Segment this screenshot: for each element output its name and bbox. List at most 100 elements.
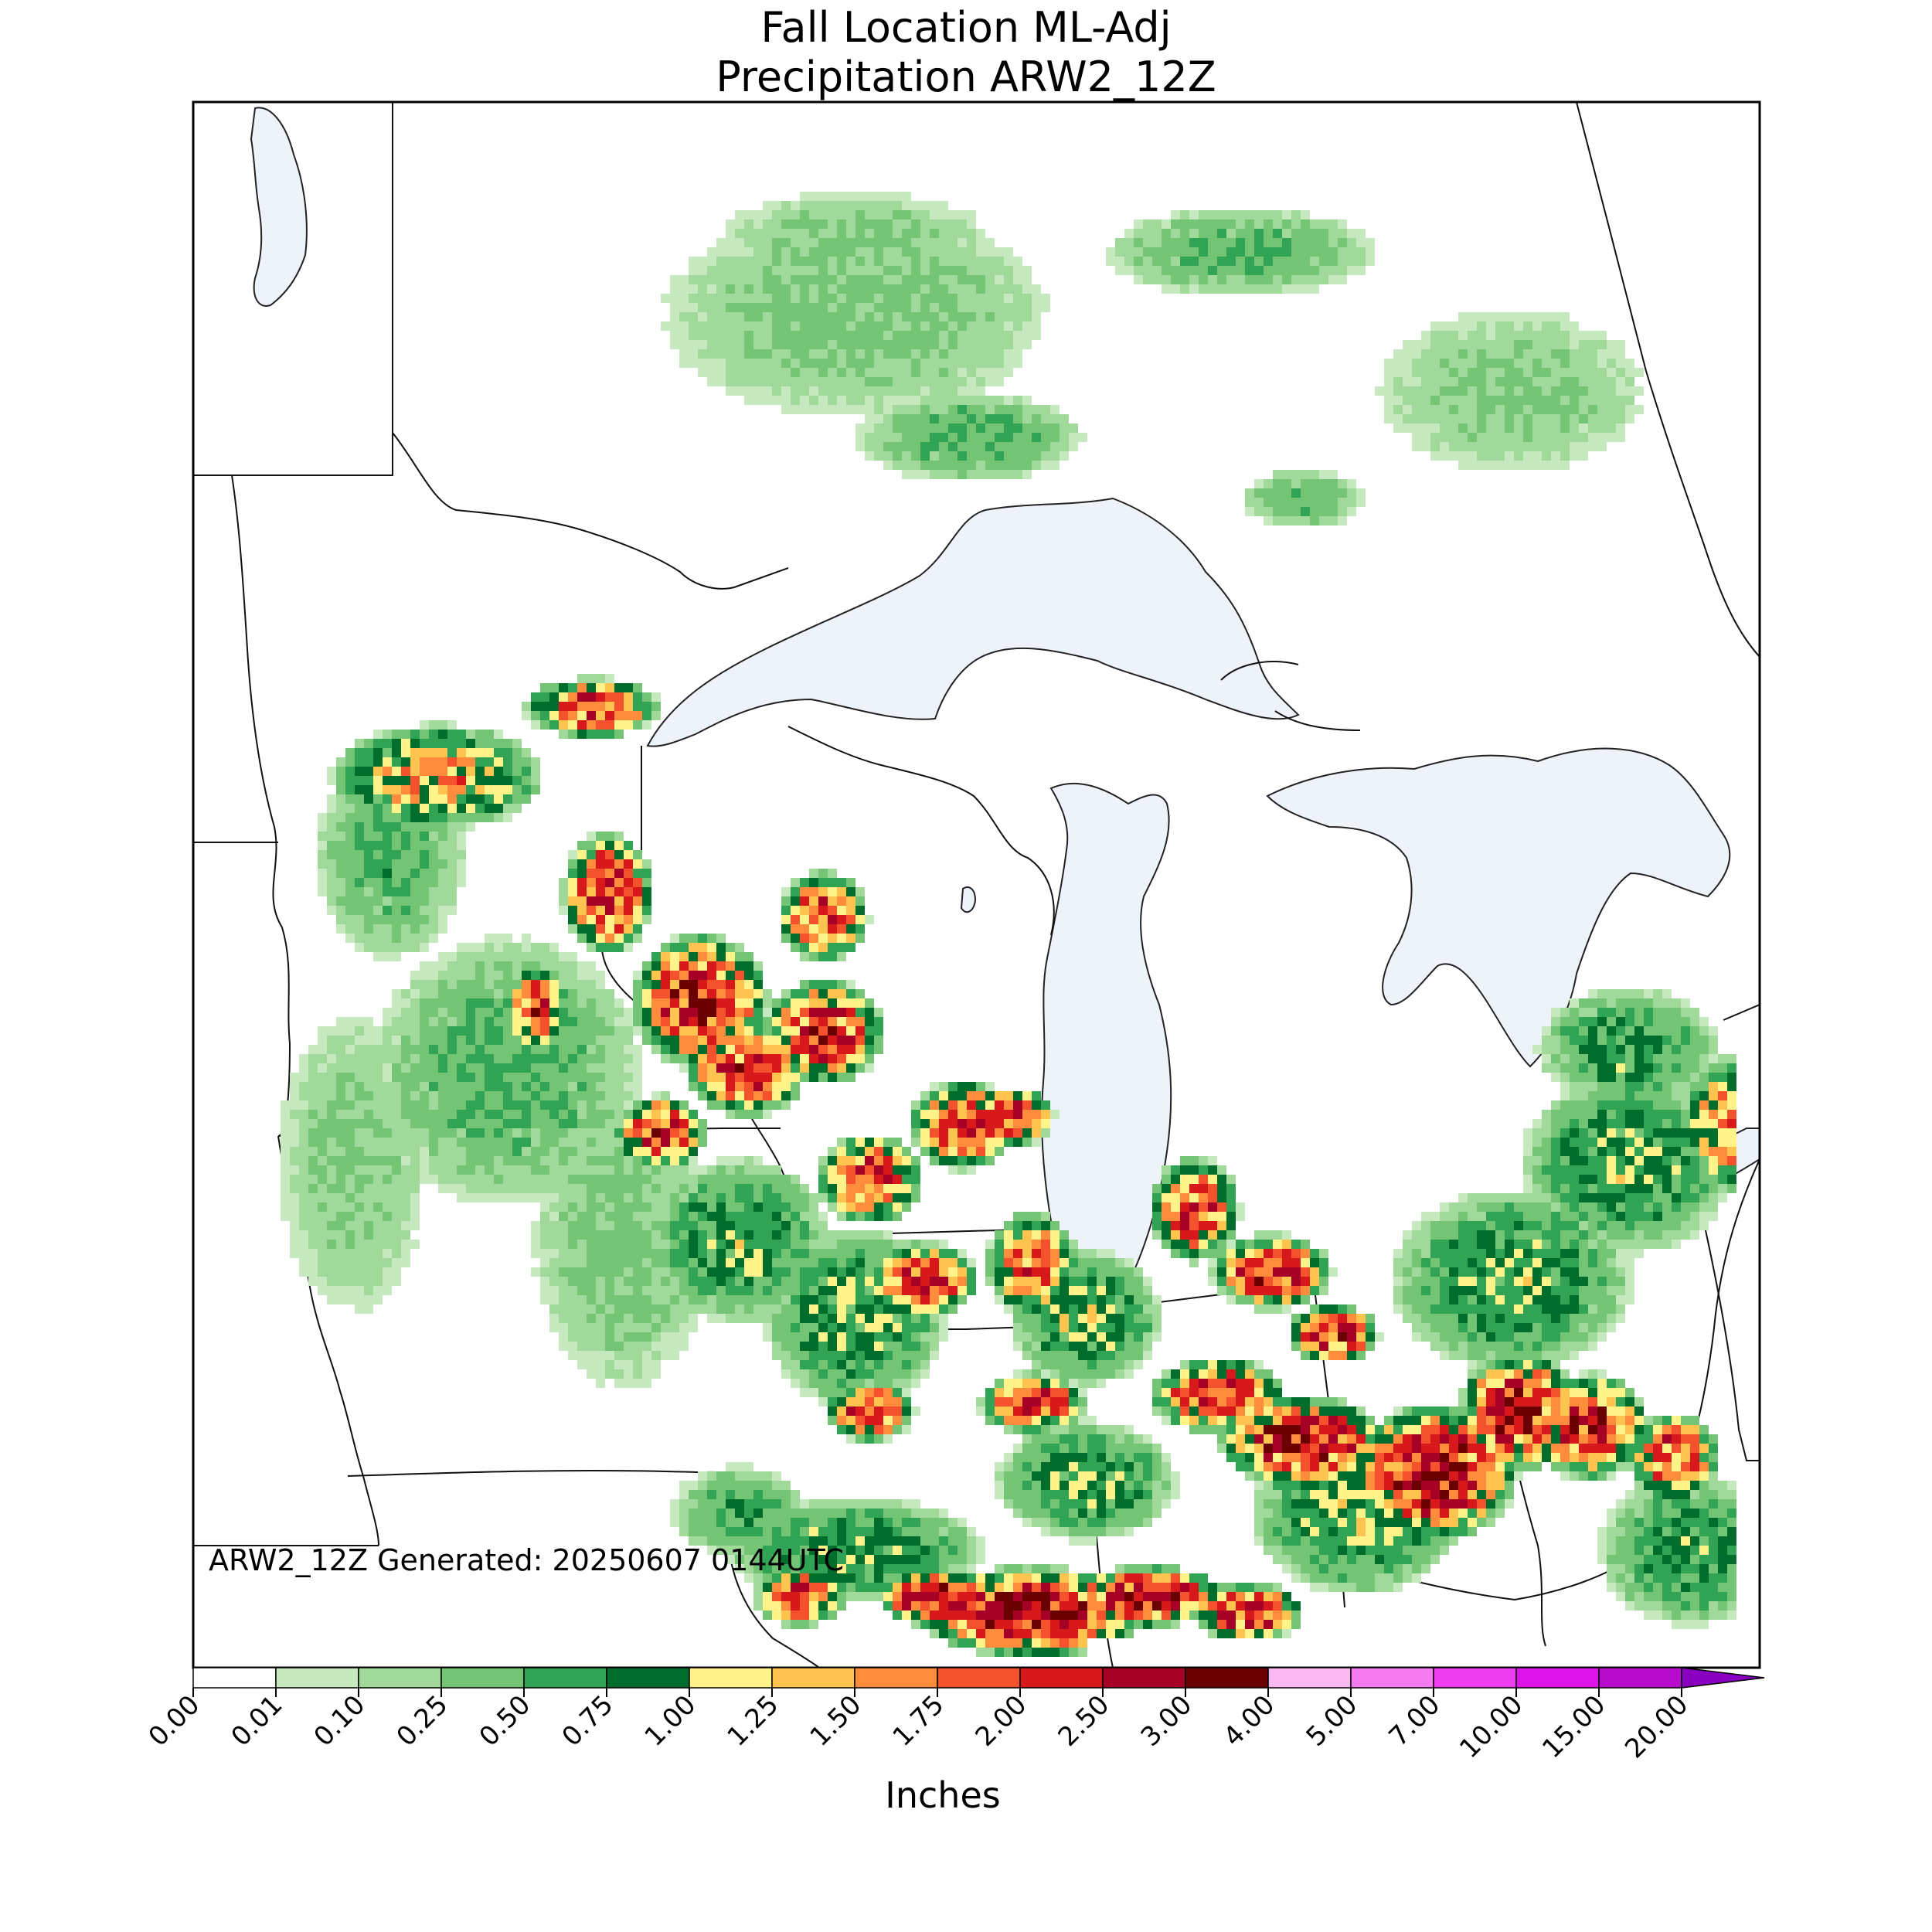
precip-cell [1282,284,1291,294]
precip-cell [577,934,587,943]
precip-cell [1458,396,1468,405]
precip-cell [846,275,855,284]
precip-cell [568,1212,577,1221]
precip-cell [420,1100,429,1110]
precip-cell [605,1063,614,1073]
precip-cell [401,1249,410,1258]
precip-cell [1440,405,1449,414]
precip-cell [930,470,939,479]
precip-cell [1032,294,1041,303]
precip-cell [410,1156,420,1165]
precip-cell [865,386,874,396]
precip-cell [1430,1230,1440,1240]
precip-cell [392,924,401,934]
precip-cell [948,396,957,405]
precip-cell [327,859,336,869]
precip-cell [373,739,383,748]
precip-cell [800,396,809,405]
precip-cell [865,238,874,247]
precip-cell [1468,321,1477,331]
precip-cell [1004,405,1013,414]
precip-cell [1069,1249,1078,1258]
precip-cell [1449,377,1458,386]
precip-cell [726,1082,735,1091]
precip-cell [818,934,828,943]
precip-cell [1495,312,1505,321]
precip-cell [735,386,744,396]
precip-cell [689,971,698,980]
precip-cell [1180,257,1189,266]
precip-cell [902,377,911,386]
precip-cell [883,284,893,294]
precip-cell [624,683,633,692]
precip-cell [1616,1017,1625,1026]
precip-cell [948,1138,957,1147]
precip-cell [596,906,605,915]
precip-cell [447,804,457,813]
precip-cell [707,1100,716,1110]
precip-cell [1681,1100,1690,1110]
precip-cell [429,915,438,924]
precip-cell [957,1100,967,1110]
precip-cell [1421,386,1430,396]
precip-cell [494,971,503,980]
precip-cell [596,730,605,739]
precip-cell [902,201,911,210]
precip-cell [846,1017,855,1026]
precip-cell [596,915,605,924]
precip-cell [837,247,846,257]
precip-cell [1505,1193,1514,1202]
precip-cell [345,1110,355,1119]
precip-cell [1607,998,1616,1008]
precip-cell [670,952,679,961]
precip-cell [976,386,985,396]
precip-cell [1468,368,1477,377]
precip-cell [410,804,420,813]
precip-cell [1013,405,1022,414]
precip-cell [1560,1119,1570,1128]
precip-cell [828,294,837,303]
precip-cell [1709,1175,1718,1184]
precip-cell [1013,442,1022,451]
precip-cell [345,1100,355,1110]
precip-cell [957,349,967,359]
precip-cell [818,998,828,1008]
precip-cell [1412,340,1421,349]
precip-cell [1152,247,1162,257]
precip-cell [1607,1147,1616,1156]
precip-cell [392,730,401,739]
precip-cell [1032,414,1041,423]
precip-cell [865,340,874,349]
precip-cell [837,386,846,396]
precip-cell [957,414,967,423]
precip-cell [865,1240,874,1249]
precip-cell [1264,284,1273,294]
precip-cell [837,1184,846,1193]
precip-cell [865,1138,874,1147]
precip-cell [447,1156,457,1165]
precip-cell [614,1100,624,1110]
precip-cell [1236,257,1245,266]
precip-cell [911,219,920,229]
precip-cell [1551,1073,1560,1082]
precip-cell [1597,1156,1607,1165]
precip-cell [1468,349,1477,359]
precip-cell [995,377,1004,386]
precip-cell [485,1193,494,1202]
precip-cell [1644,1036,1653,1045]
precip-cell [290,1156,299,1165]
precip-cell [438,776,447,785]
precip-cell [624,906,633,915]
precip-cell [753,349,763,359]
precip-cell [392,989,401,998]
precip-cell [577,850,587,859]
precip-cell [420,943,429,952]
precip-cell [1013,1138,1022,1147]
precip-cell [818,201,828,210]
precip-cell [494,1165,503,1175]
precip-cell [967,331,976,340]
precip-cell [1542,1165,1551,1175]
precip-cell [494,1073,503,1082]
precip-cell [1542,1036,1551,1045]
precip-cell [605,989,614,998]
